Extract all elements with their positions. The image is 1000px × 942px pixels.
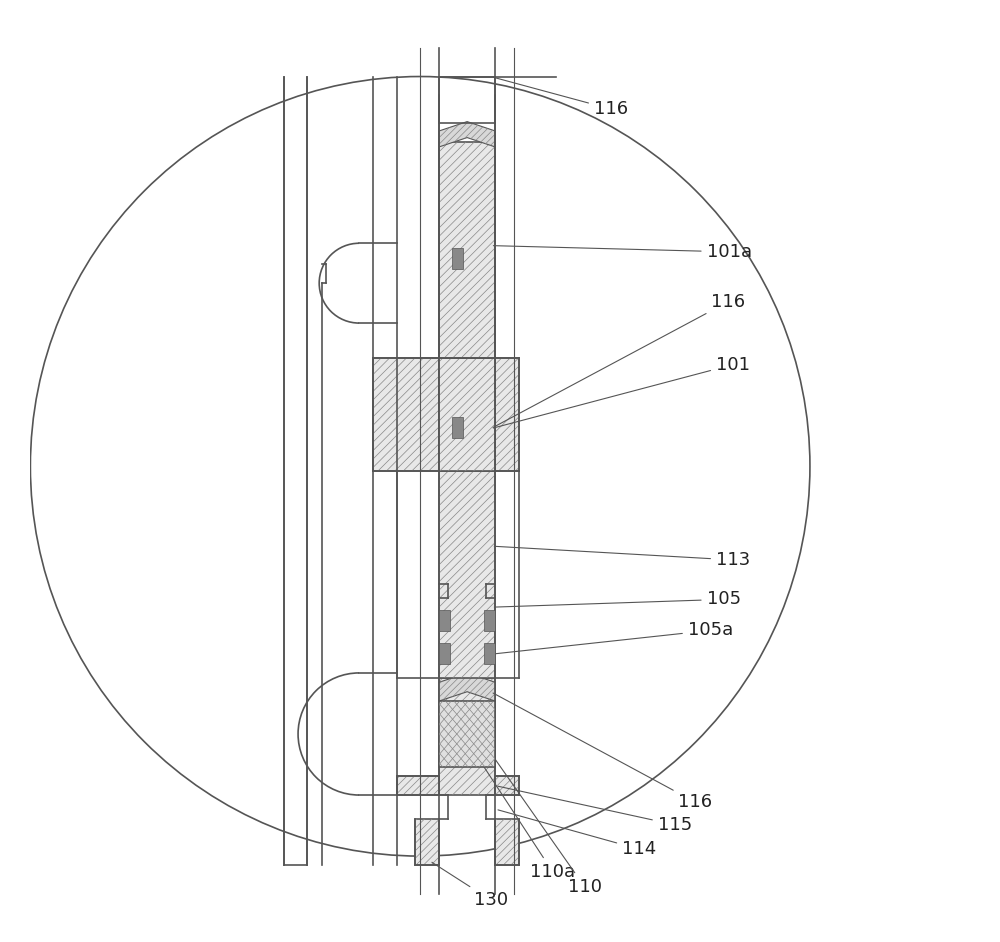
Text: 116: 116 [493, 293, 745, 428]
Bar [439, 610, 450, 630]
Polygon shape [439, 701, 495, 767]
Text: 101a: 101a [493, 243, 752, 261]
Bar [452, 417, 463, 438]
Bar [484, 610, 495, 630]
Text: 101: 101 [493, 355, 750, 428]
Text: 130: 130 [432, 862, 508, 909]
Bar [484, 642, 495, 663]
Text: 114: 114 [498, 810, 656, 858]
Polygon shape [439, 358, 495, 471]
Bar [452, 249, 463, 269]
Polygon shape [439, 142, 495, 358]
Polygon shape [439, 122, 495, 147]
Text: 116: 116 [493, 693, 713, 811]
Polygon shape [439, 471, 495, 677]
Polygon shape [397, 776, 439, 795]
Text: 115: 115 [498, 787, 692, 834]
Polygon shape [495, 819, 519, 866]
Polygon shape [415, 819, 439, 866]
Text: 105: 105 [494, 591, 741, 609]
Text: 110: 110 [492, 755, 602, 896]
Polygon shape [439, 673, 495, 701]
Text: 110a: 110a [464, 737, 575, 881]
Text: 116: 116 [493, 77, 628, 118]
Polygon shape [373, 358, 439, 471]
Polygon shape [439, 677, 495, 795]
Text: 105a: 105a [494, 622, 733, 654]
Text: 113: 113 [494, 546, 750, 569]
Polygon shape [495, 358, 519, 471]
Bar [439, 642, 450, 663]
Polygon shape [495, 776, 519, 795]
